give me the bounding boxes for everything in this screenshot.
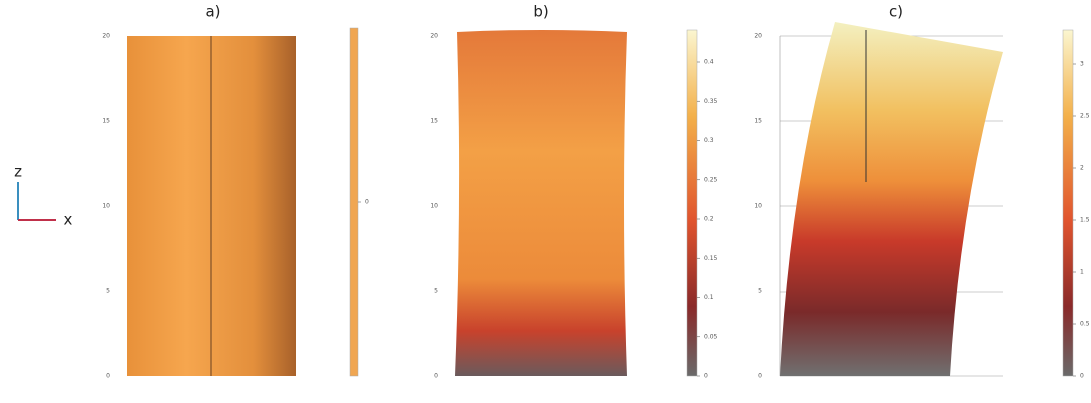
beam — [455, 30, 627, 376]
colorbar-tick-label: 0.2 — [704, 216, 714, 223]
z-tick-label: 0 — [434, 373, 438, 380]
z-tick-label: 15 — [754, 118, 762, 125]
z-tick-label: 10 — [754, 203, 762, 210]
colorbar — [1062, 29, 1074, 377]
colorbar-tick-label: 0 — [704, 373, 708, 380]
z-tick-label: 5 — [106, 288, 110, 295]
z-tick-label: 20 — [430, 33, 438, 40]
triad-z: z — [14, 163, 22, 181]
z-tick-label: 15 — [102, 118, 110, 125]
colorbar-tick-label: 0 — [1080, 373, 1084, 380]
colorbar-tick-label: 0.1 — [704, 294, 714, 301]
z-tick-label: 10 — [430, 203, 438, 210]
colorbar-tick-label: 0.25 — [704, 176, 718, 183]
z-tick-label: 0 — [758, 373, 762, 380]
colorbar-tick-label: 0.15 — [704, 255, 718, 262]
panel-label: a) — [205, 3, 220, 21]
colorbar-tick-label: 0 — [365, 199, 369, 206]
colorbar-tick-label: 0.05 — [704, 333, 718, 340]
z-tick-label: 15 — [430, 118, 438, 125]
axis-triad: z x — [14, 163, 72, 229]
colorbar-tick-label: 2 — [1080, 165, 1084, 172]
colorbar-tick-label: 0.35 — [704, 98, 718, 105]
z-tick-label: 0 — [106, 373, 110, 380]
colorbar-tick-label: 1.5 — [1080, 217, 1090, 224]
z-tick-label: 20 — [102, 33, 110, 40]
colorbar-tick-label: 2.5 — [1080, 113, 1090, 120]
colorbar-tick-label: 3 — [1080, 61, 1084, 68]
z-tick-label: 10 — [102, 203, 110, 210]
panel-label: c) — [889, 3, 903, 21]
beam — [780, 22, 1003, 376]
colorbar — [349, 27, 359, 377]
z-tick-label: 5 — [434, 288, 438, 295]
colorbar — [686, 29, 698, 377]
colorbar-tick-label: 0.3 — [704, 137, 714, 144]
z-tick-label: 5 — [758, 288, 762, 295]
colorbar-tick-label: 0.5 — [1080, 321, 1090, 328]
colorbar-tick-label: 1 — [1080, 269, 1084, 276]
z-tick-label: 20 — [754, 33, 762, 40]
colorbar-tick-label: 0.4 — [704, 59, 714, 66]
panel-label: b) — [533, 3, 548, 21]
triad-x: x — [64, 211, 73, 229]
